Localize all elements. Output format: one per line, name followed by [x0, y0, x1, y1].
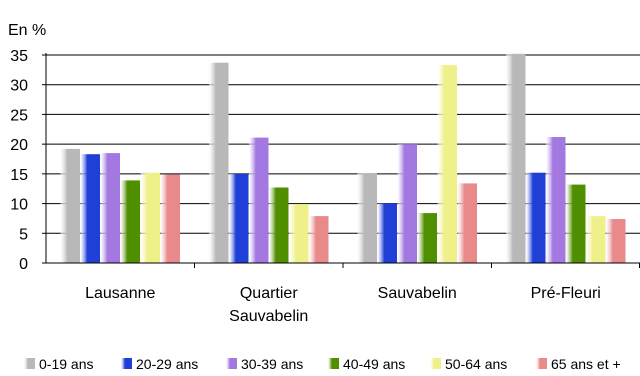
legend-item: 20-29 ans: [121, 356, 198, 372]
bars: [60, 53, 626, 264]
legend-label: 20-29 ans: [136, 356, 198, 372]
legend: 0-19 ans 20-29 ans 30-39 ans 40-49 ans 50-64…: [24, 356, 621, 372]
bar-0-19-ans: [357, 173, 377, 263]
legend-swatch: [121, 358, 132, 369]
bar-20-29-ans: [377, 203, 397, 263]
bar-50-64-ans: [586, 216, 606, 263]
legend-label: 50-64 ans: [445, 356, 507, 372]
y-tick-label: 0: [19, 256, 28, 273]
bar-0-19-ans: [209, 62, 229, 264]
y-tick-label: 5: [19, 226, 28, 243]
bar-30-39-ans: [100, 153, 120, 263]
y-tick-label: 30: [10, 78, 28, 95]
legend-label: 65 ans et +: [551, 356, 621, 372]
bar-50-64-ans: [140, 172, 160, 263]
legend-item: 0-19 ans: [24, 356, 93, 372]
bar-65-ans-et-: [606, 219, 626, 263]
legend-item: 50-64 ans: [430, 356, 507, 372]
legend-label: 40-49 ans: [343, 356, 405, 372]
bar-40-49-ans: [566, 184, 586, 263]
category-labels: Lausanne Quartier Sauvabelin Sauvabelin Pré-…: [85, 285, 601, 325]
bar-0-19-ans: [506, 53, 526, 263]
bar-20-29-ans: [80, 154, 100, 263]
bar-65-ans-et-: [160, 174, 180, 263]
bar-20-29-ans: [229, 173, 249, 263]
bar-65-ans-et-: [309, 216, 329, 263]
y-tick-label: 25: [10, 107, 28, 124]
y-tick-label: 35: [10, 48, 28, 65]
category-label: Quartier Sauvabelin: [229, 285, 308, 325]
legend-label: 0-19 ans: [39, 356, 93, 372]
category-label: Lausanne: [85, 285, 155, 302]
legend-item: 30-39 ans: [226, 356, 303, 372]
legend-label: 30-39 ans: [241, 356, 303, 372]
bar-30-39-ans: [397, 144, 417, 263]
bar-40-49-ans: [120, 180, 140, 263]
y-tick-label: 15: [10, 167, 28, 184]
bar-30-39-ans: [249, 137, 269, 263]
category-label: Pré-Fleuri: [531, 285, 601, 302]
legend-item: 40-49 ans: [328, 356, 405, 372]
bar-0-19-ans: [60, 148, 80, 263]
legend-item: 65 ans et +: [536, 356, 621, 372]
y-tick-label: 10: [10, 197, 28, 214]
bar-40-49-ans: [417, 213, 437, 263]
bar-50-64-ans: [437, 65, 457, 263]
legend-swatch: [328, 358, 339, 369]
y-axis-unit-label: En %: [8, 22, 46, 39]
bar-65-ans-et-: [457, 183, 477, 263]
legend-swatch: [226, 358, 237, 369]
y-tick-label: 20: [10, 137, 28, 154]
bar-30-39-ans: [546, 137, 566, 263]
legend-swatch: [24, 358, 35, 369]
y-tick-labels: 0 5 10 15 20 25 30 35: [10, 48, 28, 273]
bar-20-29-ans: [526, 172, 546, 263]
bar-50-64-ans: [289, 204, 309, 263]
bar-40-49-ans: [269, 187, 289, 263]
category-label: Sauvabelin: [378, 285, 457, 302]
legend-swatch: [430, 358, 441, 369]
legend-swatch: [536, 358, 547, 369]
